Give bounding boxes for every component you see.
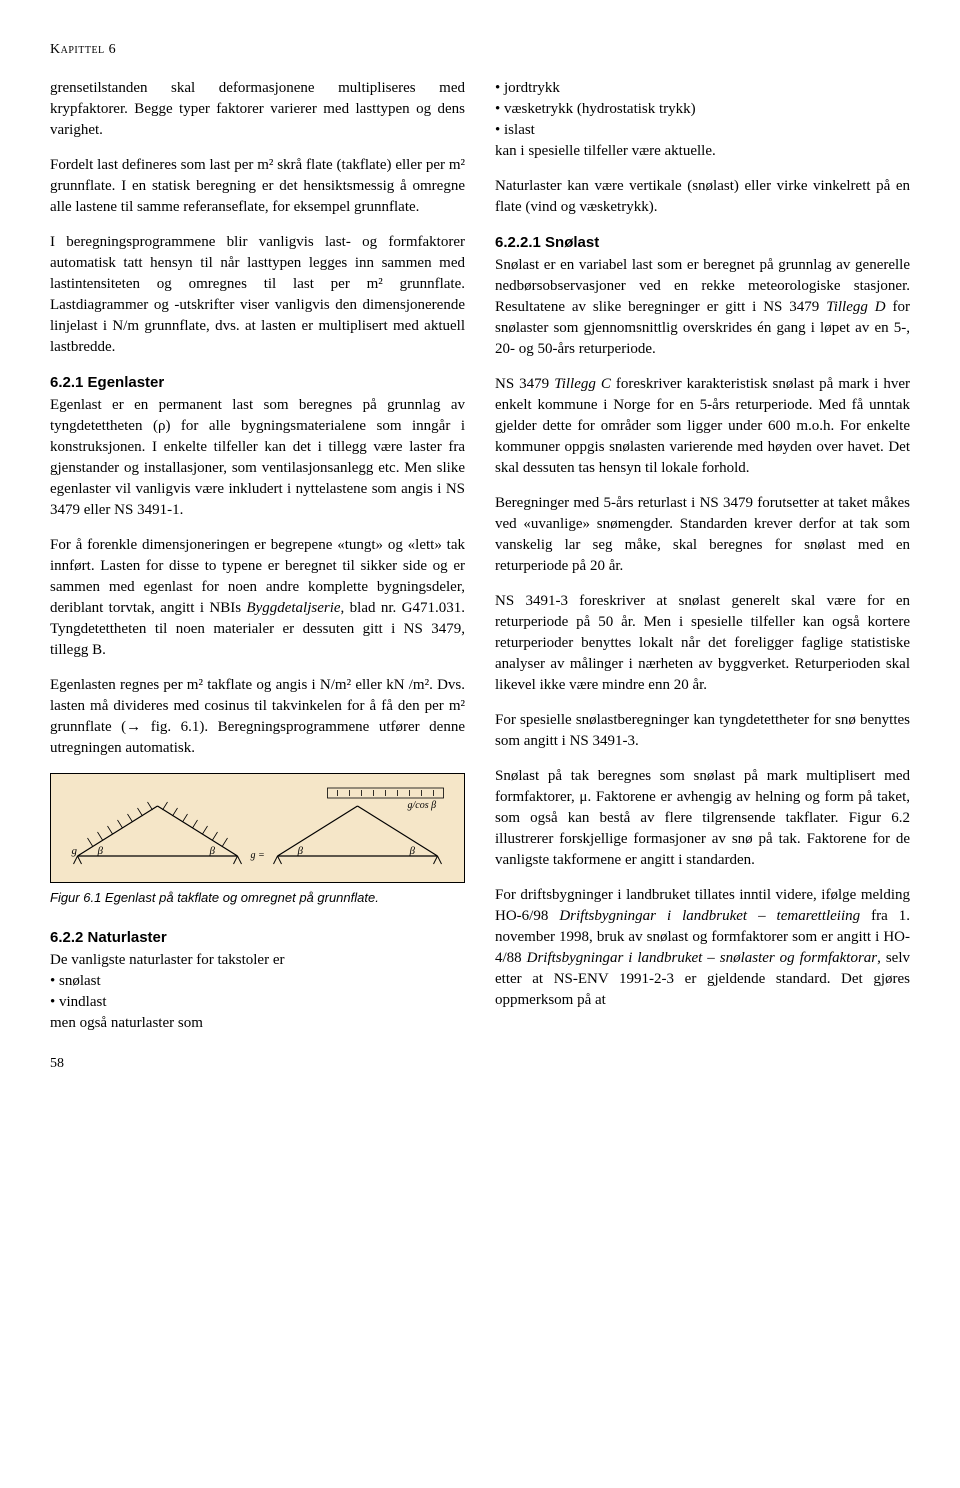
list-item: jordtrykk (495, 78, 910, 99)
paragraph: Snølast er en variabel last som er bereg… (495, 255, 910, 360)
fig-label-beta: β (209, 845, 216, 857)
page-number: 58 (50, 1054, 910, 1074)
paragraph: men også naturlaster som (50, 1013, 465, 1034)
list-item: snølast (50, 971, 465, 992)
chapter-header: Kapittel 6 (50, 40, 910, 60)
paragraph: For driftsbygninger i landbruket tillate… (495, 885, 910, 1011)
figure-6-1: g β β g/cos β g = β β (50, 773, 465, 883)
italic-text: Tillegg C (554, 376, 611, 392)
italic-text: Driftsbygningar i landbruket – temarettl… (559, 908, 860, 924)
paragraph: Fordelt last defineres som last per m² s… (50, 155, 465, 218)
italic-text: Driftsbygningar i landbruket – snølaster… (527, 950, 878, 966)
paragraph: For spesielle snølastberegninger kan tyn… (495, 710, 910, 752)
fig-label-g: g (72, 845, 78, 857)
fig-label-beta: β (97, 845, 104, 857)
two-column-layout: grensetilstanden skal deformasjonene mul… (50, 78, 910, 1034)
paragraph: Egenlast er en permanent last som beregn… (50, 395, 465, 521)
italic-text: Byggdetaljserie (246, 600, 340, 616)
right-column: jordtrykk væsketrykk (hydrostatisk trykk… (495, 78, 910, 1034)
fig-label-geq: g = (251, 850, 265, 861)
bullet-list: jordtrykk væsketrykk (hydrostatisk trykk… (495, 78, 910, 141)
paragraph: NS 3491-3 foreskriver at snølast generel… (495, 591, 910, 696)
list-item: islast (495, 120, 910, 141)
heading-621: 6.2.1 Egenlaster (50, 372, 465, 393)
paragraph: grensetilstanden skal deformasjonene mul… (50, 78, 465, 141)
paragraph: I beregningsprogrammene blir vanligvis l… (50, 232, 465, 358)
bullet-list: snølast vindlast (50, 971, 465, 1013)
figure-caption: Figur 6.1 Egenlast på takflate og omregn… (50, 889, 465, 907)
left-column: grensetilstanden skal deformasjonene mul… (50, 78, 465, 1034)
paragraph: De vanligste naturlaster for takstoler e… (50, 950, 465, 971)
paragraph: Egenlasten regnes per m² takflate og ang… (50, 675, 465, 759)
list-item: væsketrykk (hydrostatisk trykk) (495, 99, 910, 120)
heading-6221: 6.2.2.1 Snølast (495, 232, 910, 253)
paragraph: NS 3479 Tillegg C foreskriver karakteris… (495, 374, 910, 479)
fig-label-beta: β (297, 845, 304, 857)
fig-label-gcos: g/cos β (408, 800, 437, 811)
fig-label-beta: β (409, 845, 416, 857)
paragraph: For å forenkle dimensjoneringen er begre… (50, 535, 465, 661)
roof-diagram-svg: g β β g/cos β g = β β (61, 784, 454, 872)
list-item: vindlast (50, 992, 465, 1013)
italic-text: Tillegg D (826, 299, 885, 315)
paragraph: Naturlaster kan være vertikale (snølast)… (495, 176, 910, 218)
heading-622: 6.2.2 Naturlaster (50, 927, 465, 948)
text: NS 3479 (495, 376, 554, 392)
paragraph: Snølast på tak beregnes som snølast på m… (495, 766, 910, 871)
paragraph: Beregninger med 5-års returlast i NS 347… (495, 493, 910, 577)
paragraph: kan i spesielle tilfeller være aktuelle. (495, 141, 910, 162)
